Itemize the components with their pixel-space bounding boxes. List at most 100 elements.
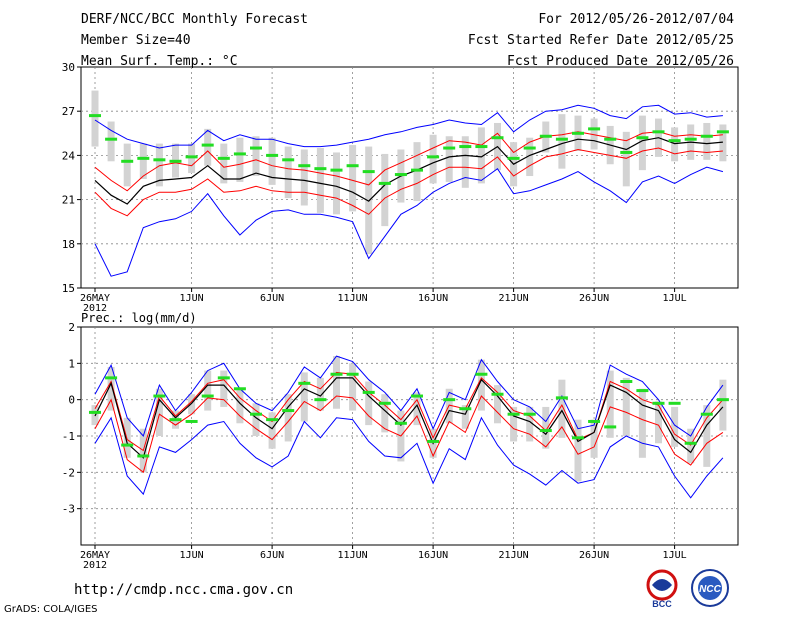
median-marker bbox=[523, 146, 536, 150]
series-lower-line bbox=[94, 147, 723, 217]
median-marker bbox=[346, 372, 359, 376]
median-marker bbox=[411, 394, 423, 398]
median-marker bbox=[89, 410, 101, 414]
member-box bbox=[155, 388, 163, 436]
x-tick-label: 11JUN bbox=[338, 293, 368, 304]
member-box bbox=[413, 392, 421, 426]
member-box bbox=[510, 406, 518, 442]
x-tick-label: 6JUN bbox=[260, 550, 284, 561]
x-tick-label: 11JUN bbox=[338, 550, 368, 561]
median-marker bbox=[636, 136, 649, 140]
y-tick-label: -2 bbox=[62, 466, 75, 479]
member-box bbox=[526, 406, 534, 442]
median-marker bbox=[668, 139, 681, 143]
forecast-period-label: For 2012/05/26-2012/07/04 bbox=[538, 12, 734, 27]
median-marker bbox=[298, 381, 311, 385]
member-box bbox=[622, 377, 630, 436]
member-box bbox=[284, 146, 292, 199]
ncc-logo-text: NCC bbox=[699, 584, 721, 595]
median-marker bbox=[475, 372, 488, 376]
member-box bbox=[622, 131, 630, 187]
member-box bbox=[703, 122, 711, 160]
median-marker bbox=[620, 380, 633, 383]
median-marker bbox=[378, 181, 391, 185]
median-marker bbox=[411, 168, 423, 172]
member-box bbox=[139, 143, 147, 179]
member-box bbox=[526, 137, 534, 177]
member-box bbox=[477, 127, 485, 184]
y-tick-label: 1 bbox=[68, 357, 75, 370]
median-marker bbox=[282, 409, 295, 413]
member-box bbox=[349, 363, 357, 411]
median-marker bbox=[539, 429, 552, 433]
series-mean-line bbox=[94, 377, 724, 459]
median-marker bbox=[105, 376, 118, 380]
median-marker bbox=[330, 168, 343, 172]
median-marker bbox=[105, 137, 118, 141]
median-marker bbox=[668, 401, 681, 405]
variable-label: Mean Surf. Temp.: °C bbox=[81, 54, 238, 69]
member-box bbox=[91, 90, 99, 147]
median-marker bbox=[201, 394, 214, 398]
bcc-logo-mark bbox=[652, 579, 672, 591]
median-marker bbox=[572, 436, 584, 440]
panel-title: Prec.: log(mm/d) bbox=[81, 311, 197, 325]
median-marker bbox=[604, 137, 617, 141]
y-tick-label: 15 bbox=[62, 282, 75, 295]
panel-lower: -3 -2 -1 0 1 2 26MAY 1JUN 6JUN 11JUN 16JUN 21JUN 26J… bbox=[62, 311, 739, 571]
member-box bbox=[671, 127, 679, 162]
member-box bbox=[252, 136, 260, 177]
bcc-logo-text: BCC bbox=[652, 599, 672, 608]
median-marker bbox=[282, 158, 295, 162]
median-marker bbox=[394, 421, 407, 425]
median-marker bbox=[185, 155, 198, 159]
header-left: DERF/NCC/BCC Monthly Forecast Member Siz… bbox=[81, 12, 308, 75]
x-year-label: 2012 bbox=[83, 303, 107, 314]
member-box bbox=[671, 406, 679, 447]
median-marker bbox=[555, 137, 568, 141]
median-marker bbox=[217, 156, 230, 160]
series-min-line bbox=[94, 166, 724, 277]
member-box bbox=[155, 143, 163, 187]
member-box bbox=[300, 149, 308, 206]
member-box bbox=[204, 370, 212, 411]
median-marker bbox=[636, 389, 649, 393]
median-marker bbox=[555, 396, 568, 400]
median-marker bbox=[233, 387, 246, 391]
median-marker bbox=[153, 394, 166, 398]
panel-upper: 15 18 21 24 27 30 26MAY 1JUN 6JUN 11JUN 16JUN 21JUN… bbox=[62, 61, 739, 314]
member-box bbox=[220, 370, 228, 407]
median-marker bbox=[652, 401, 665, 405]
median-marker bbox=[523, 412, 536, 416]
member-size-label: Member Size=40 bbox=[81, 33, 191, 48]
member-box bbox=[381, 394, 389, 433]
forecast-produced-label: Fcst Produced Date 2012/05/26 bbox=[507, 54, 734, 69]
ncc-logo-ring bbox=[691, 569, 729, 607]
member-box bbox=[477, 359, 485, 411]
median-marker bbox=[169, 418, 182, 422]
median-marker bbox=[250, 412, 262, 416]
member-box bbox=[703, 405, 711, 467]
median-marker bbox=[233, 152, 246, 156]
member-box bbox=[590, 118, 598, 150]
series-max-line bbox=[94, 355, 724, 437]
x-tick-label: 26JUN bbox=[579, 293, 609, 304]
member-box bbox=[188, 394, 196, 415]
member-box bbox=[204, 128, 212, 166]
member-box bbox=[638, 388, 646, 458]
median-marker bbox=[121, 159, 134, 163]
median-marker bbox=[507, 156, 520, 160]
bcc-logo-ring bbox=[646, 569, 678, 601]
median-marker bbox=[314, 167, 327, 171]
median-marker bbox=[362, 390, 375, 394]
x-tick-label: 21JUN bbox=[499, 550, 529, 561]
median-marker bbox=[346, 164, 359, 168]
member-box bbox=[236, 388, 244, 424]
median-marker bbox=[620, 150, 633, 154]
median-marker bbox=[588, 419, 601, 423]
x-tick-label: 26MAY bbox=[80, 550, 110, 561]
median-marker bbox=[378, 401, 391, 405]
median-marker bbox=[459, 407, 472, 411]
series-upper-line bbox=[94, 371, 724, 452]
